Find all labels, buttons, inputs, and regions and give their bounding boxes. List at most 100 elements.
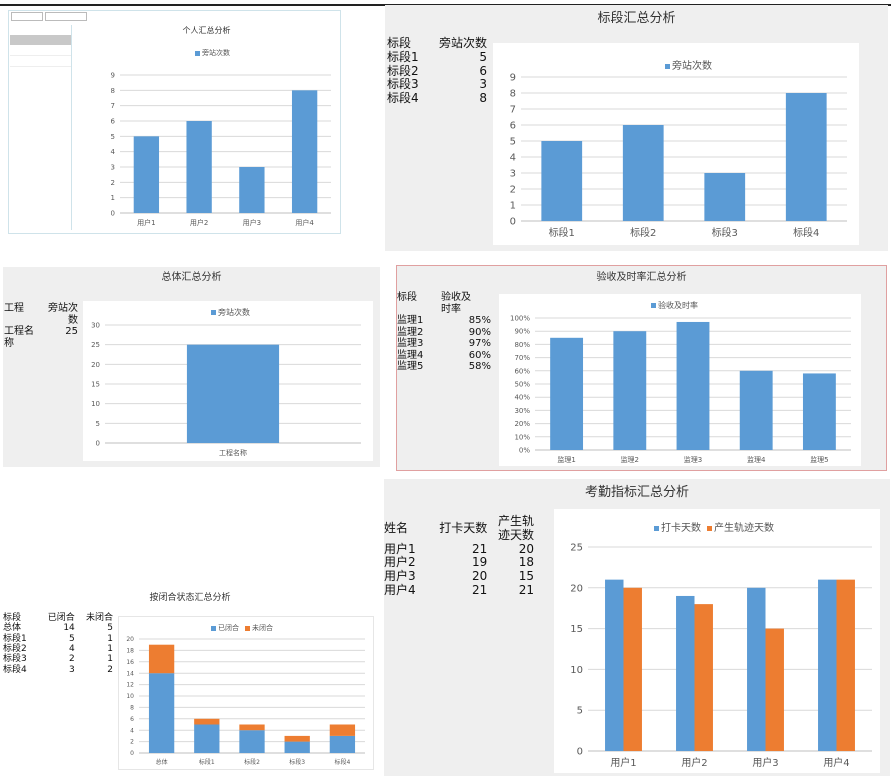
x-tick-label: 标段4 — [334, 758, 350, 766]
bar-未闭合 — [194, 718, 220, 725]
y-tick-label: 2 — [111, 179, 115, 187]
chart-legend: 旁站次数 — [211, 307, 256, 318]
table-header-row: 标段 验收及 时率 — [397, 292, 491, 315]
table-row: 标段4 3 2 — [3, 665, 113, 675]
y-tick-label: 4 — [111, 148, 116, 156]
y-tick-label: 8 — [130, 705, 134, 712]
legend-swatch — [245, 625, 250, 631]
table-cell: 监理4 — [397, 349, 424, 361]
table-header-line: 验收及 — [440, 292, 471, 303]
y-tick-label: 0 — [130, 750, 134, 757]
table-cell: 18 — [518, 555, 534, 570]
side-table-row[interactable] — [10, 45, 71, 56]
table-row: 监理4 60% — [397, 350, 491, 362]
x-tick-label: 监理5 — [810, 455, 828, 464]
chart-legend: 旁站次数 — [195, 48, 236, 58]
table-header-cell: 验收及 时率 — [441, 292, 491, 315]
bar-旁站次数 — [291, 90, 318, 213]
chart-legend: 旁站次数 — [665, 57, 718, 72]
plot-area: 打卡天数 产生轨迹天数 0 5 10 15 20 25 用户1 用户2 用户3 用户4 — [554, 509, 880, 773]
table-header-cell: 旁站次数 — [48, 303, 78, 326]
y-tick-label: 7 — [111, 102, 115, 110]
table-row: 标段1 5 1 — [3, 634, 113, 644]
bar-打卡天数 — [605, 579, 624, 751]
bar-旁站次数 — [785, 93, 827, 221]
panel-section-summary: 标段汇总分析 标段 旁站次数 标段1 5 标段2 6 标段3 3 标段4 8 旁站次数 0… — [385, 5, 888, 251]
y-tick-label: 3 — [111, 163, 115, 171]
side-table-row[interactable] — [10, 56, 71, 67]
legend-item: 未闭合 — [245, 624, 273, 632]
y-tick-label: 3 — [510, 169, 516, 180]
panel-acceptance-rate: 验收及时率汇总分析 标段 验收及 时率 监理1 85% 监理2 90% 监理3 97% 监… — [396, 265, 887, 471]
table-header-row: 标段 旁站次数 — [387, 36, 487, 51]
x-tick-label: 标段4 — [793, 226, 819, 239]
chart-title: 考勤指标汇总分析 — [584, 485, 689, 500]
table-row: 用户1 21 20 — [384, 541, 534, 557]
y-tick-label: 2 — [510, 185, 516, 196]
table-cell: 15 — [518, 569, 534, 584]
legend-swatch — [195, 50, 200, 56]
table-row: 用户2 19 18 — [384, 556, 534, 570]
table-cell: 用户3 — [384, 569, 416, 584]
y-tick-label: 20 — [91, 361, 100, 369]
y-tick-label: 9 — [111, 71, 115, 79]
table-header-cell: 已闭合 — [47, 613, 75, 623]
table-cell: 监理3 — [397, 338, 424, 349]
table-cell: 标段2 — [387, 63, 419, 78]
bar-已闭合 — [329, 735, 356, 753]
table-cell: 21 — [518, 582, 534, 597]
y-tick-label: 7 — [510, 105, 516, 116]
bar-旁站次数 — [704, 173, 746, 221]
chart-title: 验收及时率汇总分析 — [596, 272, 687, 283]
legend-label: 打卡天数 — [661, 523, 701, 534]
chart-legend: 已闭合 未闭合 — [211, 623, 279, 633]
table-row: 标段3 2 1 — [3, 654, 113, 664]
start-date-input[interactable] — [11, 12, 43, 21]
table-header-cell: 旁站次数 — [438, 36, 487, 50]
table-row: 监理2 90% — [397, 327, 491, 339]
bar-产生轨迹天数 — [765, 628, 784, 751]
x-tick-label: 用户4 — [295, 218, 314, 227]
bar-旁站次数 — [186, 121, 212, 213]
end-date-input[interactable] — [44, 12, 87, 21]
bar-旁站次数 — [541, 141, 583, 221]
y-tick-label: 40% — [514, 394, 530, 402]
table-cell: 90% — [468, 326, 491, 338]
table-cell: 3 — [69, 664, 75, 675]
x-tick-label: 用户1 — [610, 756, 636, 769]
panel-closure-status: 按闭合状态汇总分析 标段 已闭合 未闭合 总体 14 5 标段1 5 1 标段2 4 1 标段3… — [0, 586, 380, 774]
filter-bar — [11, 12, 87, 22]
legend-label: 旁站次数 — [218, 308, 250, 317]
legend-swatch — [654, 525, 659, 531]
bar-打卡天数 — [676, 595, 695, 751]
table-cell: 5 — [107, 623, 113, 634]
table-header-line: 时率 — [440, 303, 461, 315]
bar-已闭合 — [239, 730, 265, 753]
bar-chart-personal: 0 1 2 3 4 5 6 7 8 9 用户1 用户2 用户3 用户4 — [111, 71, 331, 227]
table-cell: 20 — [471, 569, 488, 584]
y-tick-label: 5 — [111, 133, 115, 141]
table-cell: 用户4 — [384, 582, 416, 597]
y-tick-label: 15 — [91, 380, 100, 388]
table-row: 用户4 21 21 — [384, 582, 534, 598]
y-tick-label: 8 — [510, 89, 516, 100]
x-tick-label: 监理3 — [684, 455, 702, 464]
legend-swatch — [707, 525, 712, 531]
table-header-cell: 未闭合 — [85, 613, 113, 623]
table-cell: 用户1 — [384, 541, 416, 556]
y-tick-label: 9 — [510, 73, 516, 84]
x-tick-label: 用户3 — [243, 218, 261, 227]
y-tick-label: 25 — [91, 341, 100, 349]
y-tick-label: 5 — [577, 706, 583, 717]
legend-item: 产生轨迹天数 — [707, 523, 774, 534]
y-tick-label: 10 — [126, 693, 134, 700]
table-row: 工程名称 25 — [4, 326, 78, 349]
table-row: 监理5 58% — [397, 361, 491, 373]
side-table-row-selected[interactable] — [10, 35, 71, 45]
bar-验收及时率 — [739, 370, 773, 450]
table-cell: 1 — [107, 654, 113, 665]
x-tick-label: 监理4 — [747, 455, 766, 464]
y-tick-label: 15 — [570, 624, 583, 635]
table-cell: 21 — [471, 541, 488, 556]
table-cell: 21 — [471, 582, 488, 597]
